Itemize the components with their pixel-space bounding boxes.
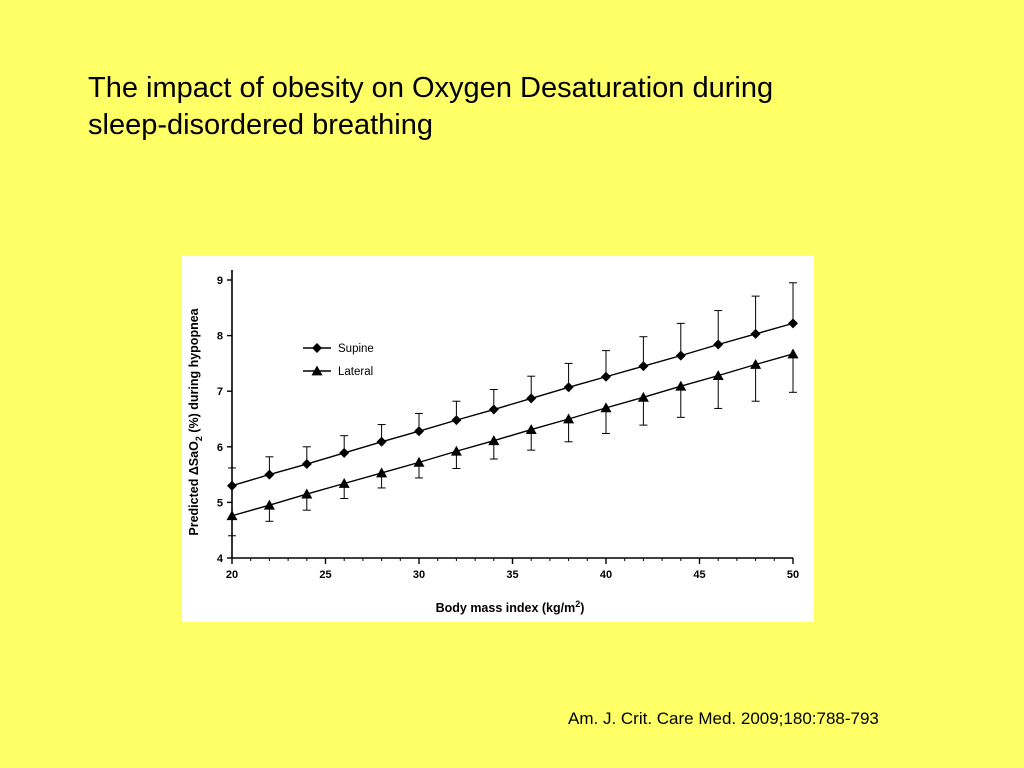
series-line-lateral [231,353,794,517]
legend-marker-lateral [311,365,323,376]
chart-marks [226,282,799,537]
data-point-lateral [637,391,649,402]
x-tick-label: 45 [693,569,705,581]
y-axis-label-post: (%) during hypopnea [187,307,201,436]
y-tick-label: 9 [217,275,223,287]
data-point-supine [638,361,649,372]
data-point-supine [451,415,462,426]
data-point-lateral [675,380,687,391]
legend-marker-supine [312,343,322,353]
data-point-supine [414,426,424,437]
y-tick-label: 8 [217,331,223,343]
slide-title: The impact of obesity on Oxygen Desatura… [88,70,948,144]
y-axis-label-pre: Predicted [187,475,201,535]
data-point-supine [301,459,312,470]
data-point-lateral [450,445,462,456]
series-line-supine [231,322,794,487]
y-tick-label: 6 [217,442,223,454]
x-axis-label-superscript: 2 [575,599,580,609]
data-point-supine [339,447,350,458]
data-point-lateral [338,477,350,488]
citation: Am. J. Crit. Care Med. 2009;180:788-793 [568,709,879,728]
data-point-lateral [413,456,425,467]
legend-label-supine: Supine [338,343,374,355]
data-point-lateral [712,370,724,381]
y-tick-label: 7 [217,386,223,398]
chart-figure: 4 5 6 7 8 9 20 25 30 35 40 45 50 Supine Lateral Body … [182,256,814,622]
y-tick-label: 5 [217,497,223,509]
series-supine [227,282,798,491]
x-tick-label: 20 [226,569,238,581]
data-point-lateral [376,467,388,478]
data-point-supine [376,436,387,447]
legend-label-lateral: Lateral [338,366,373,378]
data-point-lateral [226,510,238,521]
data-point-lateral [525,424,537,434]
y-axis-label: Predicted ΔSaO2 (%) during hypopnea [187,307,204,535]
data-point-supine [601,371,611,382]
data-point-supine [563,382,574,393]
y-axis-label-subscript: 2 [194,436,204,441]
x-tick-label: 35 [506,569,518,581]
data-point-lateral [600,402,612,413]
y-axis-label-delta: Δ [187,466,201,475]
data-point-supine [750,328,761,339]
data-point-supine [264,469,275,480]
x-tick-label: 25 [319,569,331,581]
y-tick-label: 4 [217,553,224,565]
x-axis-label-close: ) [580,601,584,615]
data-point-supine [488,404,499,415]
data-point-supine [227,480,237,491]
data-point-supine [526,393,537,404]
x-axis-label: Body mass index (kg/m2) [436,599,585,615]
x-tick-label: 50 [787,569,799,581]
legend-item-lateral: Lateral [303,365,373,378]
data-point-lateral [563,413,575,424]
legend-item-supine: Supine [303,343,374,355]
x-axis-label-text: Body mass index (kg/m [436,601,576,615]
data-point-lateral [301,488,313,499]
x-tick-label: 30 [413,569,425,581]
data-point-supine [675,350,686,361]
data-point-supine [788,318,798,329]
data-point-lateral [750,359,762,369]
series-lateral [226,348,799,537]
data-point-supine [713,339,724,350]
chart-legend: Supine Lateral [303,343,374,378]
data-point-lateral [488,435,500,446]
y-axis-label-mid: SaO [187,441,201,466]
data-point-lateral [787,348,799,359]
slide-title-line-2: sleep-disordered breathing [88,109,433,141]
slide-title-line-1: The impact of obesity on Oxygen Desatura… [88,72,774,104]
data-point-lateral [263,499,275,510]
x-tick-label: 40 [600,569,612,581]
